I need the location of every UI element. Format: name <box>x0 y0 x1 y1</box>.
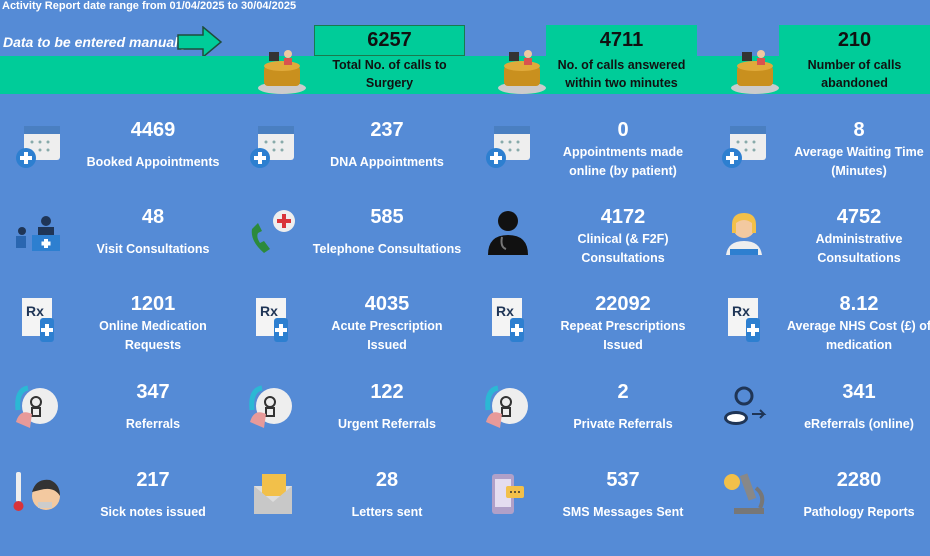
stat-tile: 0 Appointments made online (by patient) <box>472 118 704 206</box>
stat-tile: Rx 22092 Repeat Prescriptions Issued <box>472 292 704 380</box>
stat-label: Letters sent <box>351 504 423 519</box>
prescription-icon: Rx <box>728 298 760 342</box>
stat-tile: 347 Referrals <box>2 380 234 468</box>
kpi-value[interactable]: 4711 <box>599 29 644 51</box>
stat-tile: 48 Visit Consultations <box>2 205 234 293</box>
prescription-icon: Rx <box>256 298 288 342</box>
stat-label: Average Waiting Time (Minutes) <box>794 145 924 178</box>
stat-label: DNA Appointments <box>330 154 444 169</box>
stat-tile: 2280 Pathology Reports <box>708 468 930 556</box>
stat-tile: 8 Average Waiting Time (Minutes) <box>708 118 930 206</box>
kpi-value[interactable]: 210 <box>837 29 872 51</box>
stat-value: 4752 <box>836 206 882 228</box>
stat-tile: 341 eReferrals (online) <box>708 380 930 468</box>
stat-value: 2 <box>617 381 629 403</box>
kpi-label: Total No. of calls to Surgery <box>332 58 447 90</box>
stat-value: 28 <box>375 469 399 491</box>
stat-value: 8 <box>853 119 865 141</box>
doctor-icon <box>488 211 528 255</box>
referral-stamp-icon <box>15 385 58 428</box>
stat-label: Referrals <box>125 416 181 431</box>
stat-label: Repeat Prescriptions Issued <box>560 319 686 352</box>
stat-value: 48 <box>141 206 165 228</box>
stat-value: 217 <box>136 469 170 491</box>
stat-label: Urgent Referrals <box>338 416 436 431</box>
kpi-card: 6257 Total No. of calls to Surgery <box>314 25 465 94</box>
stat-value: 4172 <box>600 206 646 228</box>
visit-consultation-icon <box>16 216 60 251</box>
stat-label: Clinical (& F2F) Consultations <box>577 232 669 265</box>
stat-value: 22092 <box>595 293 651 315</box>
calendar-plus-icon <box>250 126 294 168</box>
receptionist-desk-icon <box>258 50 306 94</box>
svg-text:Rx: Rx <box>260 303 278 319</box>
stat-value: 341 <box>842 381 876 403</box>
manual-entry-note: Data to be entered manually <box>3 34 190 50</box>
stat-label: Sick notes issued <box>100 504 206 519</box>
stat-label: Appointments made online (by patient) <box>562 145 684 178</box>
stat-tile: 2 Private Referrals <box>472 380 704 468</box>
stat-label: SMS Messages Sent <box>562 504 684 519</box>
stat-value: 4469 <box>130 119 176 141</box>
stat-value: 237 <box>370 119 404 141</box>
stat-label: Acute Prescription Issued <box>331 319 443 352</box>
stat-value: 8.12 <box>839 293 879 315</box>
stat-value: 347 <box>136 381 170 403</box>
stat-value: 4035 <box>364 293 410 315</box>
svg-text:Rx: Rx <box>732 303 750 319</box>
report-date-range-title: Activity Report date range from 01/04/20… <box>2 0 297 12</box>
calendar-plus-icon <box>722 126 766 168</box>
sms-phone-icon <box>492 474 524 514</box>
svg-text:Rx: Rx <box>496 303 514 319</box>
stat-label: Booked Appointments <box>86 154 220 169</box>
stat-value: 1201 <box>130 293 176 315</box>
envelope-icon <box>254 474 292 514</box>
stat-label: Private Referrals <box>573 416 673 431</box>
calendar-plus-icon <box>16 126 60 168</box>
microscope-icon <box>724 473 765 514</box>
calendar-plus-icon <box>486 126 530 168</box>
referral-stamp-icon <box>485 385 528 428</box>
telephone-medical-icon <box>251 210 295 253</box>
ereferral-icon <box>724 386 767 425</box>
stat-label: Visit Consultations <box>96 241 210 256</box>
stat-tile: 537 SMS Messages Sent <box>472 468 704 556</box>
stat-label: Telephone Consultations <box>312 241 462 256</box>
kpi-value[interactable]: 6257 <box>314 25 465 56</box>
stat-tile: Rx 1201 Online Medication Requests <box>2 292 234 380</box>
stat-tile: 237 DNA Appointments <box>236 118 468 206</box>
receptionist-headset-icon <box>726 213 762 255</box>
stat-label: Administrative Consultations <box>815 232 903 265</box>
stat-tile: Rx 4035 Acute Prescription Issued <box>236 292 468 380</box>
stat-value: 537 <box>606 469 640 491</box>
stat-tile: 4172 Clinical (& F2F) Consultations <box>472 205 704 293</box>
kpi-label: No. of calls answered within two minutes <box>557 58 686 90</box>
stat-value: 2280 <box>836 469 882 491</box>
stat-value: 122 <box>370 381 404 403</box>
stat-tile: 4752 Administrative Consultations <box>708 205 930 293</box>
sick-person-thermometer-icon <box>13 472 60 511</box>
stat-value: 0 <box>617 119 629 141</box>
receptionist-desk-icon <box>731 50 779 94</box>
stat-tile: 122 Urgent Referrals <box>236 380 468 468</box>
stat-label: eReferrals (online) <box>804 416 914 431</box>
stat-tile: 28 Letters sent <box>236 468 468 556</box>
svg-text:Rx: Rx <box>26 303 44 319</box>
prescription-icon: Rx <box>492 298 524 342</box>
referral-stamp-icon <box>249 385 292 428</box>
stat-tile: 4469 Booked Appointments <box>2 118 234 206</box>
stat-tile: Rx 8.12 Average NHS Cost (£) of medicati… <box>708 292 930 380</box>
right-arrow-icon <box>177 26 223 58</box>
prescription-icon: Rx <box>22 298 54 342</box>
kpi-label: Number of calls abandoned <box>807 58 902 90</box>
receptionist-desk-icon <box>498 50 546 94</box>
stat-value: 585 <box>370 206 404 228</box>
kpi-card: 210 Number of calls abandoned <box>779 25 930 94</box>
kpi-card: 4711 No. of calls answered within two min… <box>546 25 697 94</box>
stat-label: Pathology Reports <box>803 504 915 519</box>
stat-tile: 585 Telephone Consultations <box>236 205 468 293</box>
stat-label: Average NHS Cost (£) of medication <box>786 319 930 352</box>
stat-label: Online Medication Requests <box>99 319 207 352</box>
stat-tile: 217 Sick notes issued <box>2 468 234 556</box>
